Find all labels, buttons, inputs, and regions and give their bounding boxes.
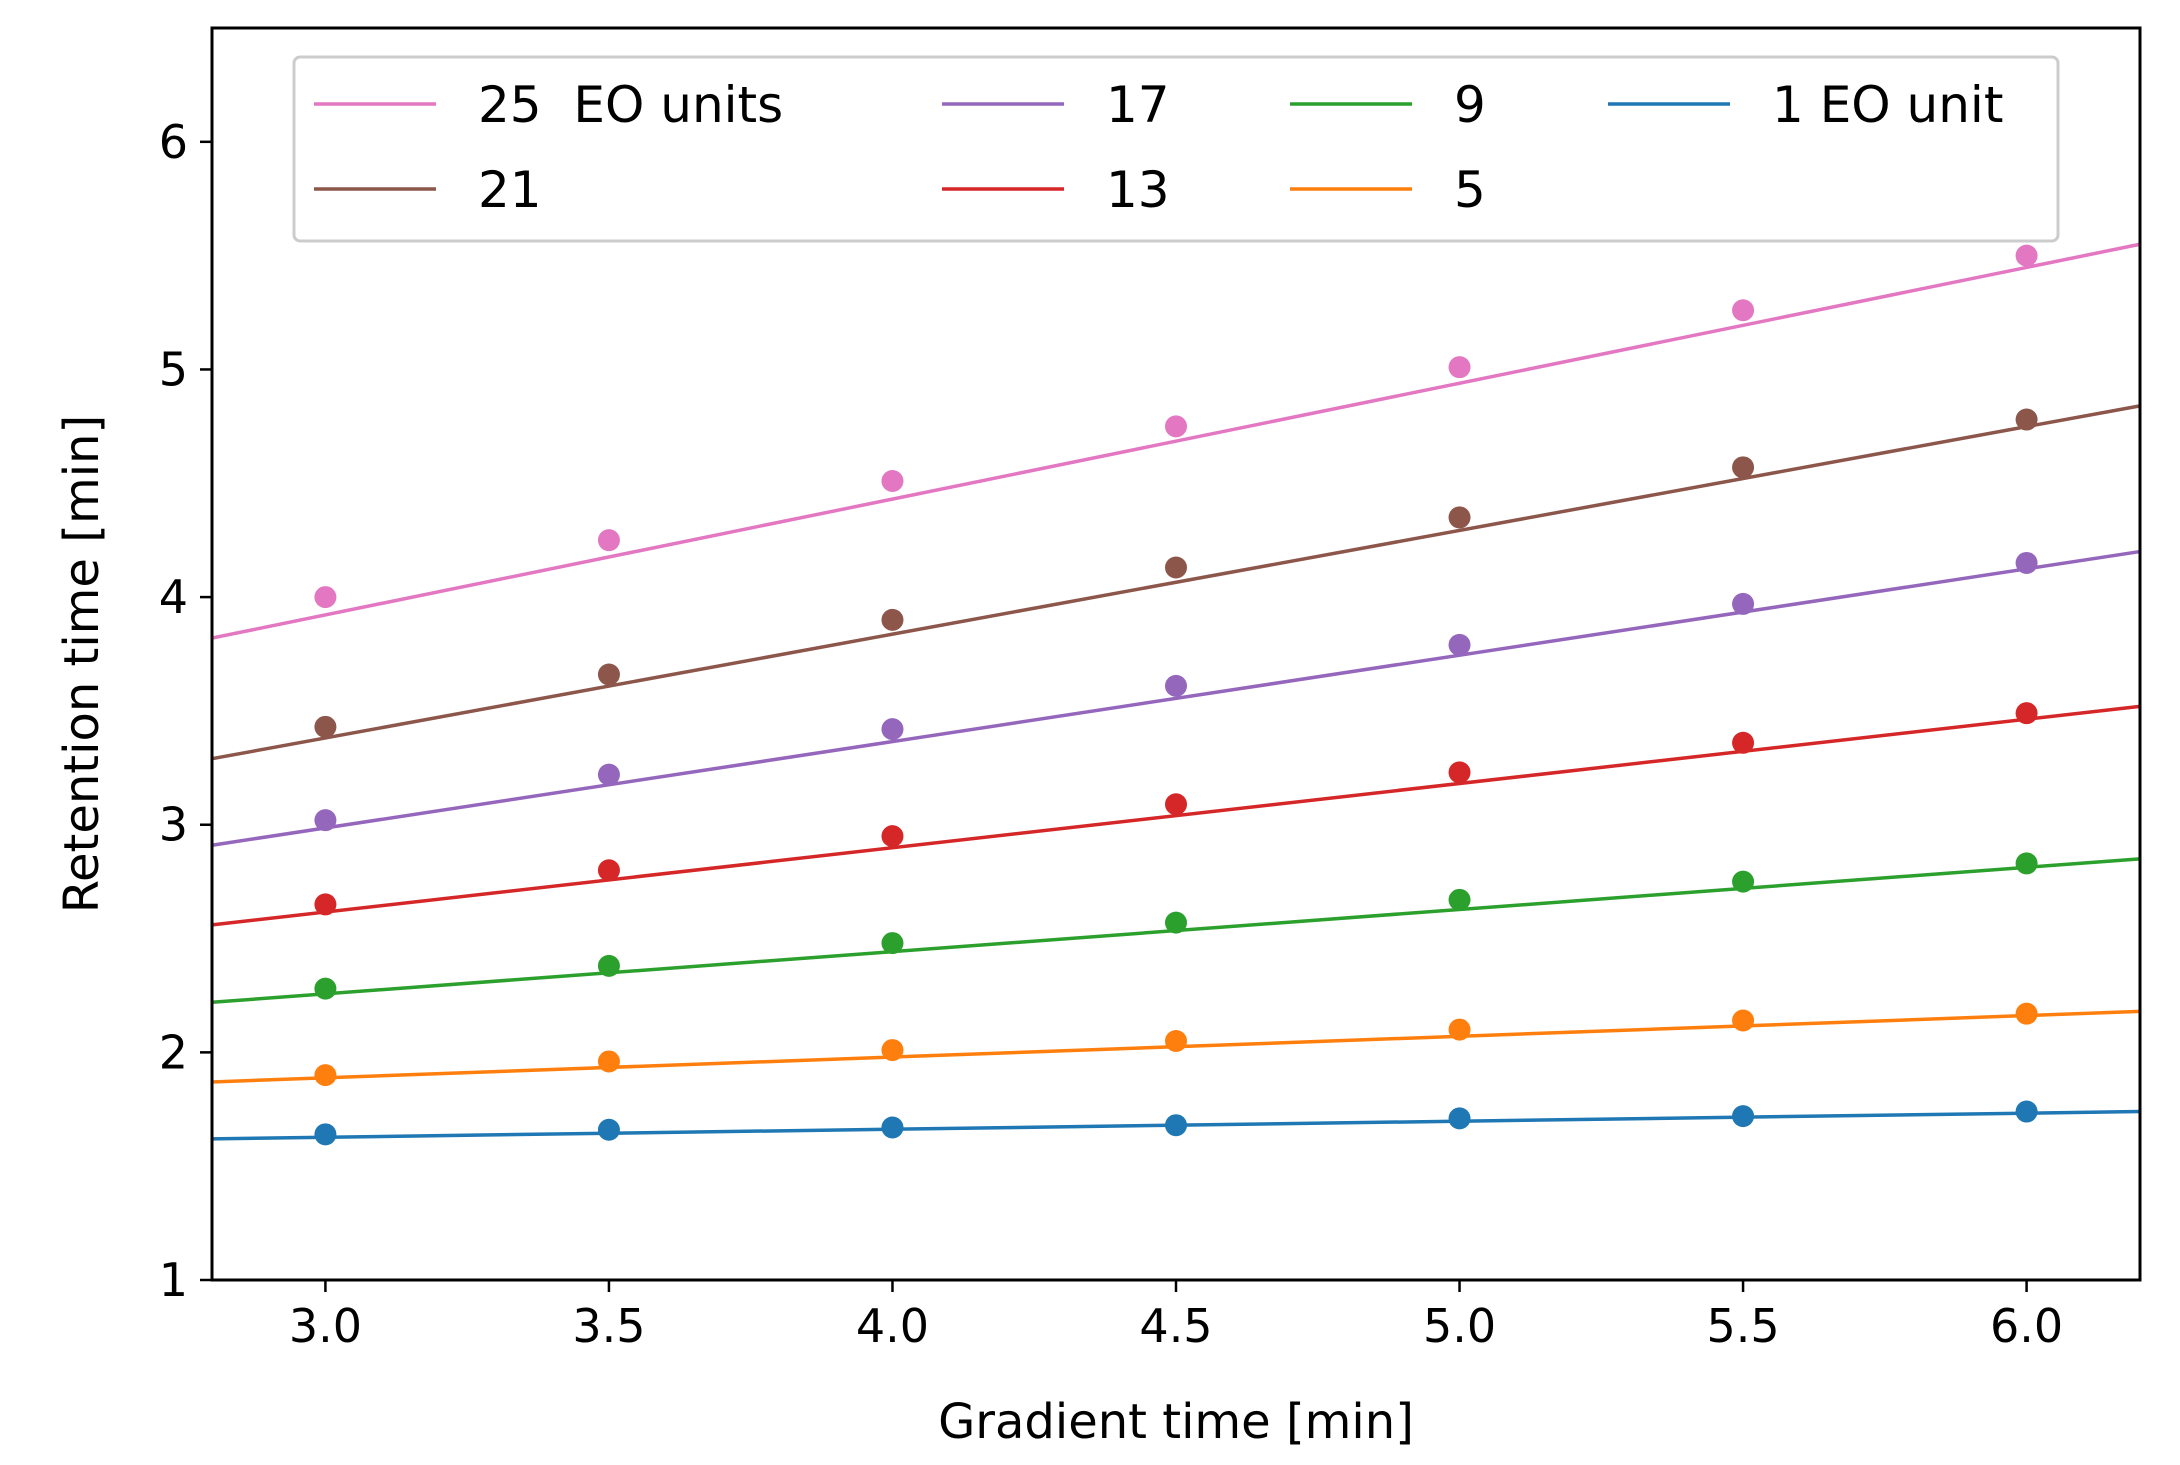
series-4-point [597, 859, 620, 882]
legend-label: 17 [1106, 76, 1170, 134]
series-5-point [314, 977, 337, 1000]
series-5 [211, 852, 2141, 1005]
series-3-point [1448, 633, 1471, 656]
legend-label: 13 [1106, 161, 1170, 219]
x-tick-label: 4.0 [856, 1299, 929, 1353]
series-6 [211, 1002, 2141, 1087]
legend-item: 25 EO units [314, 76, 783, 134]
series-5-point [1165, 911, 1187, 934]
series-7-point [597, 1118, 620, 1141]
series-4-point [2015, 702, 2038, 725]
series-6-point [2015, 1002, 2038, 1025]
legend-item: 1 EO unit [1608, 76, 2003, 134]
legend-label: 9 [1454, 76, 1486, 134]
y-tick-label: 1 [159, 1253, 188, 1307]
series-6-point [1448, 1018, 1471, 1041]
series-3-point [314, 809, 337, 832]
legend-item: 17 [942, 76, 1170, 134]
series-1 [211, 242, 2141, 640]
series-3-point [1732, 592, 1755, 615]
series-4-point [314, 893, 337, 916]
legend-item: 9 [1290, 76, 1486, 134]
series-3 [211, 549, 2141, 847]
series-2-point [2015, 408, 2038, 431]
series-2-point [314, 715, 337, 738]
x-tick-label: 4.5 [1139, 1299, 1212, 1353]
series-3-point [2015, 551, 2038, 574]
series-4-point [1448, 761, 1471, 784]
series-2-point [1165, 556, 1187, 579]
series-5-point [597, 954, 620, 977]
legend-label: 5 [1454, 161, 1486, 219]
series-4-point [881, 825, 904, 848]
legend-label: 1 EO unit [1772, 76, 2003, 134]
series-3-point [597, 763, 620, 786]
series-4-point [1732, 731, 1755, 754]
legend-item: 5 [1290, 161, 1486, 219]
series-2-point [1448, 506, 1471, 529]
series-7-point [2015, 1100, 2038, 1123]
series-layer [211, 242, 2141, 1146]
series-7 [211, 1100, 2141, 1146]
y-tick-label: 2 [159, 1025, 188, 1079]
legend-label: 21 [478, 161, 542, 219]
series-3-fit-line [211, 549, 2141, 847]
series-1-point [2015, 244, 2038, 267]
x-tick-label: 3.5 [572, 1299, 645, 1353]
series-6-point [881, 1039, 904, 1062]
y-axis-ticks: 1 2 3 4 5 6 [159, 115, 212, 1307]
series-1-point [597, 529, 620, 552]
series-1-point [1448, 356, 1471, 379]
series-2-fit-line [211, 404, 2141, 761]
series-4-fit-line [211, 704, 2141, 927]
series-3-point [881, 718, 904, 741]
series-1-point [881, 469, 904, 492]
x-axis-ticks: 3.0 3.5 4.0 4.5 5.0 5.5 6.0 [289, 1280, 2063, 1353]
series-1-fit-line [211, 242, 2141, 640]
series-7-point [314, 1123, 337, 1146]
y-tick-label: 6 [159, 115, 188, 169]
x-axis-label: Gradient time [min] [938, 1394, 1414, 1450]
series-5-point [2015, 852, 2038, 875]
series-5-point [1448, 888, 1471, 911]
series-7-point [1165, 1114, 1187, 1137]
y-tick-label: 4 [159, 570, 188, 624]
series-6-point [314, 1064, 337, 1087]
y-tick-label: 3 [159, 798, 188, 852]
series-2-point [1732, 456, 1755, 479]
series-5-point [1732, 870, 1755, 893]
series-6-point [1732, 1009, 1755, 1032]
series-1-point [314, 586, 337, 609]
x-tick-label: 5.5 [1706, 1299, 1779, 1353]
series-4 [211, 702, 2141, 927]
series-2-point [597, 663, 620, 686]
series-1-point [1732, 299, 1755, 322]
legend-label: 25 EO units [478, 76, 783, 134]
x-tick-label: 3.0 [289, 1299, 362, 1353]
y-axis-label: Retention time [min] [54, 415, 110, 913]
series-2 [211, 404, 2141, 761]
series-3-point [1165, 674, 1187, 697]
series-2-point [881, 608, 904, 631]
series-1-point [1165, 415, 1187, 438]
legend-item: 21 [314, 161, 542, 219]
legend: 25 EO units 17 9 1 EO unit 21 13 5 [292, 55, 2060, 243]
series-7-point [1732, 1105, 1755, 1128]
series-6-point [1165, 1029, 1187, 1052]
series-6-point [597, 1050, 620, 1073]
legend-item: 13 [942, 161, 1170, 219]
x-tick-label: 6.0 [1990, 1299, 2063, 1353]
series-4-point [1165, 793, 1187, 816]
series-5-point [881, 932, 904, 955]
y-tick-label: 5 [159, 342, 188, 396]
x-tick-label: 5.0 [1423, 1299, 1496, 1353]
series-7-point [1448, 1107, 1471, 1130]
series-7-point [881, 1116, 904, 1139]
